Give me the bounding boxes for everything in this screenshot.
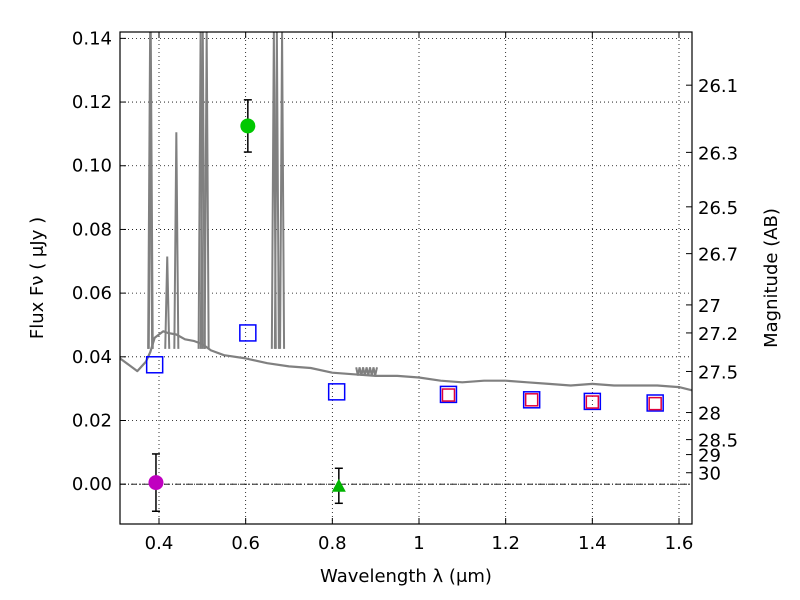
model-photometry-square-blue: [439, 385, 458, 404]
mag-tick-label: 26.3: [698, 143, 738, 164]
model-photometry-square-red: [441, 388, 456, 402]
x-tick-label: 1.6: [665, 533, 694, 554]
model-photometry-square-red: [648, 396, 662, 411]
x-tick-label: 1.4: [578, 533, 607, 554]
mag-tick-label: 26.5: [698, 198, 738, 219]
model-photometry-square-blue: [646, 394, 664, 412]
emission-line: [164, 256, 171, 349]
data-point-circle: [240, 118, 256, 134]
x-tick-label: 1.2: [491, 533, 520, 554]
model-photometry-square-red: [524, 393, 539, 407]
model-photometry-square-blue: [145, 356, 164, 374]
data-point-triangle: [331, 478, 346, 492]
mag-tick-label: 26.7: [698, 245, 738, 266]
mag-tick-label: 27: [698, 296, 721, 317]
x-tick-label: 0.4: [145, 533, 174, 554]
model-photometry-square-blue: [239, 324, 257, 342]
model-photometry-square-blue: [522, 391, 541, 409]
axis-ticks: 0.4 0.6 0.8 1 1.2 1.4 1.6 0.00 0.02 0.04 0.06 0.08 0…: [72, 28, 738, 554]
y-tick-label: 0.14: [72, 28, 112, 49]
mag-tick-label: 29: [698, 446, 721, 467]
y-tick-label: 0.04: [72, 347, 112, 368]
model-photometry-square-blue: [327, 383, 346, 401]
x-tick-label: 0.6: [231, 533, 260, 554]
model-spectrum-continuum: [119, 330, 693, 392]
y-tick-label: 0.02: [72, 411, 112, 432]
mag-tick-label: 27.2: [698, 324, 738, 345]
y-tick-label: 0.08: [72, 219, 112, 240]
y-tick-label: 0.00: [72, 474, 112, 495]
mag-tick-label: 28.5: [698, 431, 738, 452]
y-tick-label: 0.12: [72, 92, 112, 113]
y-tick-label: 0.06: [72, 283, 112, 304]
mag-tick-label: 30: [698, 464, 721, 485]
x-tick-label: 1: [413, 533, 424, 554]
mag-tick-label: 26.1: [698, 76, 738, 97]
y-axis-label: Flux Fν ( μJy ): [27, 217, 48, 339]
plot-frame: [119, 31, 693, 525]
data-point-circle: [148, 475, 164, 491]
mag-tick-label: 27.5: [698, 362, 738, 383]
model-photometry-square-blue: [583, 392, 602, 411]
model-photometry-square-red: [585, 395, 600, 409]
y-axis-right-label: Magnitude (AB): [761, 208, 782, 348]
y-tick-label: 0.10: [72, 156, 112, 177]
mag-tick-label: 28: [698, 404, 721, 425]
x-axis-label: Wavelength λ (μm): [320, 566, 492, 587]
data-markers: [145, 99, 664, 513]
emission-line: [173, 132, 180, 349]
x-tick-label: 0.8: [318, 533, 347, 554]
model-spectrum-absorption-features: [355, 367, 378, 376]
